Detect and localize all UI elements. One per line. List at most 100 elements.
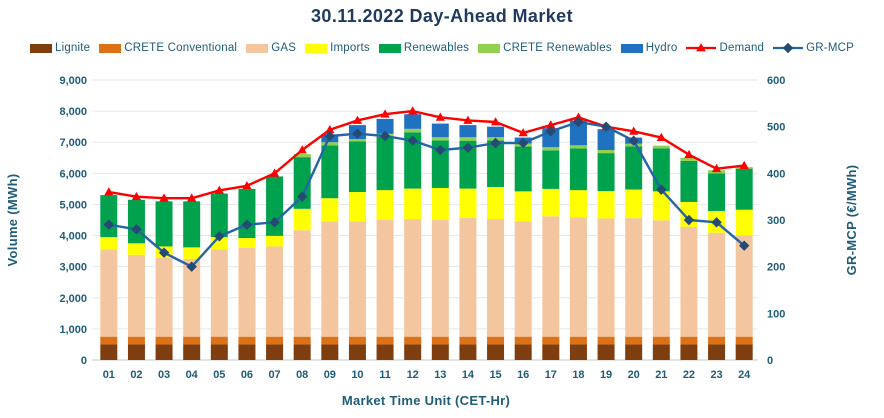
right-tick-label: 100 bbox=[767, 308, 785, 320]
bar-segment-crete-conventional bbox=[625, 336, 643, 345]
bar-segment-crete-conventional bbox=[404, 336, 422, 345]
bar-segment-gas bbox=[183, 258, 201, 337]
legend-demand-marker-icon bbox=[686, 43, 717, 52]
bar-segment-renewables bbox=[238, 188, 256, 239]
demand-marker bbox=[187, 193, 197, 202]
right-tick-label: 300 bbox=[767, 215, 785, 227]
bar-segment-lignite bbox=[708, 344, 726, 360]
bar-segment-imports bbox=[625, 189, 643, 219]
legend-item-demand: Demand bbox=[686, 42, 764, 54]
bar-segment-crete-renewables bbox=[569, 145, 587, 149]
chart-legend: Lignite CRETE Conventional GAS Imports Renew… bbox=[0, 42, 884, 54]
bar-segment-crete-conventional bbox=[266, 336, 284, 345]
legend-swatch bbox=[246, 43, 269, 53]
legend-label: GAS bbox=[271, 42, 297, 54]
x-tick-label: 06 bbox=[241, 369, 253, 381]
legend-swatch bbox=[378, 43, 401, 53]
legend-label: Imports bbox=[330, 42, 370, 54]
bar-segment-crete-conventional bbox=[459, 336, 477, 345]
left-tick-label: 5,000 bbox=[59, 199, 87, 211]
x-tick-label: 05 bbox=[213, 369, 225, 381]
bar-segment-imports bbox=[514, 191, 532, 222]
bar-segment-imports bbox=[183, 247, 201, 259]
bar-segment-imports bbox=[542, 188, 560, 217]
legend-item-lignite: Lignite bbox=[29, 42, 90, 54]
bar-segment-renewables bbox=[155, 201, 173, 247]
bar-segment-lignite bbox=[376, 344, 394, 360]
left-tick-label: 0 bbox=[81, 355, 87, 367]
bar-segment-imports bbox=[293, 208, 311, 231]
legend-swatch bbox=[478, 43, 501, 53]
gr-mcp-marker bbox=[296, 191, 308, 202]
bar-segment-crete-conventional bbox=[708, 336, 726, 345]
bar-segment-hydro bbox=[376, 118, 394, 134]
bar-segment-renewables bbox=[597, 153, 615, 192]
bar-segment-renewables bbox=[569, 148, 587, 191]
bar-segment-crete-conventional bbox=[210, 336, 228, 345]
gr-mcp-marker bbox=[103, 219, 115, 230]
x-tick-label: 15 bbox=[489, 369, 501, 381]
demand-marker bbox=[518, 128, 528, 137]
bar-segment-lignite bbox=[155, 344, 173, 360]
legend-item-renewables: Renewables bbox=[378, 42, 470, 54]
left-tick-label: 3,000 bbox=[59, 262, 87, 274]
gr-mcp-marker bbox=[517, 137, 529, 149]
bar-segment-crete-conventional bbox=[348, 336, 366, 345]
bar-segment-lignite bbox=[293, 344, 311, 360]
bar-segment-imports bbox=[404, 188, 422, 220]
legend-item-crete-conventional: CRETE Conventional bbox=[99, 42, 237, 54]
bar-segment-renewables bbox=[100, 195, 118, 238]
bar-segment-crete-conventional bbox=[293, 336, 311, 345]
bar-segment-gas bbox=[597, 218, 615, 337]
right-tick-label: 600 bbox=[767, 75, 785, 87]
gr-mcp-marker bbox=[214, 231, 225, 242]
bar-segment-renewables bbox=[376, 136, 394, 191]
bar-segment-renewables bbox=[348, 141, 366, 192]
demand-marker bbox=[739, 160, 749, 169]
gr-mcp-marker bbox=[186, 261, 197, 272]
bar-segment-gas bbox=[404, 219, 422, 337]
gr-mcp-marker bbox=[407, 135, 418, 146]
bar-segment-gas bbox=[487, 219, 505, 337]
x-tick-label: 22 bbox=[683, 369, 695, 381]
bar-segment-crete-renewables bbox=[652, 145, 670, 149]
right-tick-label: 0 bbox=[767, 355, 773, 367]
bar-segment-crete-renewables bbox=[431, 137, 449, 141]
bar-segment-hydro bbox=[487, 126, 505, 138]
demand-marker bbox=[684, 149, 694, 159]
gr-mcp-marker bbox=[600, 121, 612, 132]
legend-swatch bbox=[99, 43, 122, 53]
demand-marker bbox=[573, 112, 584, 121]
bar-segment-lignite bbox=[238, 344, 256, 360]
bar-segment-gas bbox=[238, 248, 256, 337]
axis-ticks: 0 1,000 2,000 3,000 4,000 5,000 6,000 7,000 8,00… bbox=[59, 75, 785, 381]
demand-marker bbox=[104, 187, 114, 196]
bar-segment-hydro bbox=[404, 114, 422, 129]
demand-marker bbox=[490, 117, 501, 126]
bar-segment-lignite bbox=[348, 344, 366, 360]
gr-mcp-marker bbox=[324, 130, 336, 142]
right-axis-title: GR-MCP (€/MWh) bbox=[844, 165, 859, 276]
bar-segment-lignite bbox=[459, 344, 477, 360]
bar-segment-crete-conventional bbox=[431, 336, 449, 345]
line-series bbox=[103, 106, 750, 272]
demand-marker bbox=[629, 126, 639, 135]
gr-mcp-marker bbox=[683, 214, 695, 226]
bar-segment-hydro bbox=[569, 120, 587, 146]
bar-segment-lignite bbox=[514, 344, 532, 360]
gr-mcp-marker bbox=[131, 224, 142, 235]
legend-item-imports: Imports bbox=[305, 42, 370, 54]
bar-segment-imports bbox=[348, 192, 366, 222]
x-tick-label: 11 bbox=[379, 369, 391, 381]
gr-mcp-marker bbox=[573, 116, 584, 128]
left-axis-title: Volume (MWh) bbox=[5, 174, 20, 267]
legend-label: Renewables bbox=[403, 42, 470, 54]
x-tick-label: 16 bbox=[517, 369, 529, 381]
left-tick-label: 9,000 bbox=[59, 75, 87, 87]
demand-marker bbox=[546, 120, 556, 129]
bar-segment-lignite bbox=[569, 344, 587, 360]
stacked-bars bbox=[100, 114, 753, 360]
bar-segment-imports bbox=[652, 191, 670, 221]
x-tick-label: 13 bbox=[434, 369, 446, 381]
